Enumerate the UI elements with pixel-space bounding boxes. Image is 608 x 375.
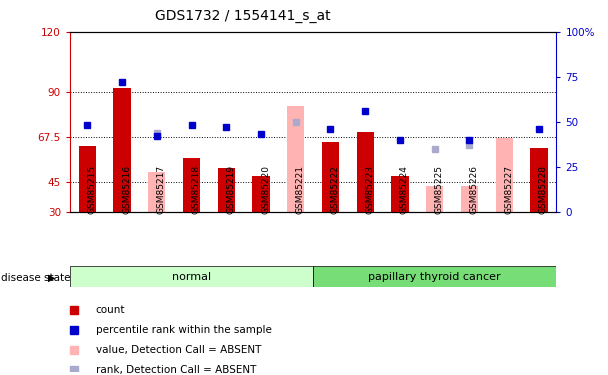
Bar — [322, 142, 339, 212]
Bar — [392, 176, 409, 212]
Text: GSM85216: GSM85216 — [122, 164, 131, 213]
Text: GSM85222: GSM85222 — [331, 165, 339, 213]
Text: ▶: ▶ — [49, 273, 56, 283]
Bar — [496, 138, 513, 212]
Text: GSM85219: GSM85219 — [226, 164, 235, 213]
Text: percentile rank within the sample: percentile rank within the sample — [95, 325, 271, 335]
Text: GSM85228: GSM85228 — [539, 165, 548, 213]
Bar — [183, 158, 200, 212]
Text: GSM85226: GSM85226 — [469, 165, 478, 213]
Bar — [218, 168, 235, 212]
Text: GSM85225: GSM85225 — [435, 165, 444, 213]
Bar — [78, 146, 96, 212]
Text: GSM85217: GSM85217 — [157, 164, 166, 213]
Text: rank, Detection Call = ABSENT: rank, Detection Call = ABSENT — [95, 365, 256, 375]
Bar — [287, 106, 305, 212]
Bar — [313, 266, 556, 287]
Text: GSM85224: GSM85224 — [400, 165, 409, 213]
Bar — [148, 172, 165, 212]
Text: GSM85220: GSM85220 — [261, 165, 270, 213]
Bar — [356, 132, 374, 212]
Bar — [461, 186, 478, 212]
Text: GSM85223: GSM85223 — [365, 165, 375, 213]
Text: papillary thyroid cancer: papillary thyroid cancer — [368, 272, 501, 282]
Bar — [426, 186, 443, 212]
Text: count: count — [95, 305, 125, 315]
Text: GSM85215: GSM85215 — [88, 164, 96, 213]
Text: GDS1732 / 1554141_s_at: GDS1732 / 1554141_s_at — [156, 9, 331, 23]
Text: normal: normal — [172, 272, 211, 282]
Bar — [113, 88, 131, 212]
Bar — [252, 176, 270, 212]
Bar — [70, 266, 313, 287]
Text: GSM85221: GSM85221 — [295, 165, 305, 213]
Text: GSM85218: GSM85218 — [192, 164, 201, 213]
Text: GSM85227: GSM85227 — [504, 165, 513, 213]
Text: value, Detection Call = ABSENT: value, Detection Call = ABSENT — [95, 345, 261, 355]
Text: disease state: disease state — [1, 273, 71, 283]
Bar — [530, 148, 548, 212]
